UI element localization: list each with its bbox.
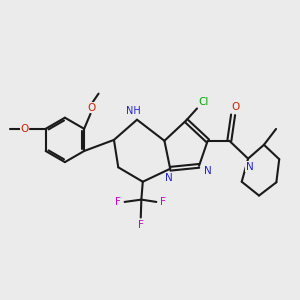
Text: N: N <box>204 166 212 176</box>
Text: O: O <box>231 102 239 112</box>
Text: O: O <box>20 124 29 134</box>
Text: N: N <box>246 162 254 172</box>
Text: F: F <box>138 220 144 230</box>
Text: F: F <box>160 197 166 207</box>
Text: O: O <box>87 103 95 113</box>
Text: NH: NH <box>126 106 141 116</box>
Text: N: N <box>165 173 172 183</box>
Text: F: F <box>115 197 121 207</box>
Text: Cl: Cl <box>198 97 208 107</box>
